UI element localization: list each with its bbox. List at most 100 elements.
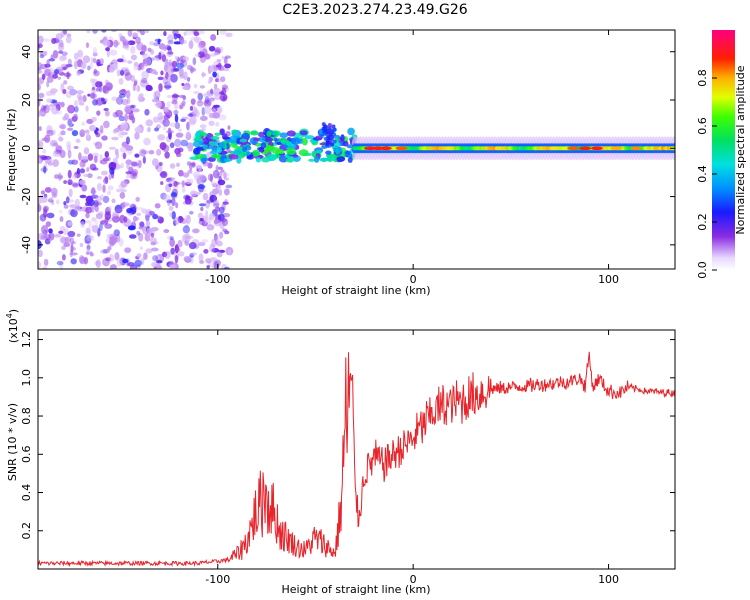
heatmap-cell [51,200,55,206]
heatmap-cell [39,54,45,59]
heatmap-cell [43,233,52,240]
heatmap-cell [38,43,43,48]
heatmap-cell [204,105,212,115]
heatmap-cell [157,215,161,220]
heatmap-cell [152,213,159,220]
heatmap-cell [76,233,81,237]
heatmap-cell [60,101,65,108]
heatmap-cell [164,85,172,89]
heatmap-cell [135,216,140,221]
heatmap-cell [155,57,160,62]
heatmap-cell [156,259,163,264]
heatmap-cell [51,129,56,136]
heatmap-cell [217,78,223,83]
heatmap-cell [125,136,131,145]
heatmap-cell [91,217,97,222]
heatmap-cell [286,130,296,137]
heatmap-cell [178,169,184,177]
heatmap-cell [175,162,180,168]
heatmap-cell [151,158,159,167]
heatmap-cell [159,172,167,177]
heatmap-x-tick-label: 100 [598,273,619,286]
heatmap-cell [52,73,58,79]
heatmap-cell [140,77,148,84]
heatmap-cell [48,228,53,234]
heatmap-cell [127,60,133,64]
heatmap-cell [258,146,265,153]
heatmap-cell [170,73,178,83]
heatmap-cell [211,154,221,159]
heatmap-cell [224,63,232,69]
heatmap-cell [197,42,202,49]
heatmap-cell [299,130,308,136]
heatmap-cell [85,42,89,49]
heatmap-cell [218,114,227,121]
heatmap-cell [163,194,171,202]
heatmap-cell [60,30,65,38]
heatmap-cell [71,182,79,187]
heatmap-cell [198,203,206,207]
heatmap-cell [257,131,265,138]
heatmap-cell [208,97,216,101]
heatmap-cell [122,152,127,160]
heatmap-cell [183,31,187,36]
heatmap-cell [48,234,52,242]
heatmap-cell [395,146,408,151]
heatmap-cell [199,124,207,129]
heatmap-cell [38,157,42,164]
heatmap-cell [56,260,64,266]
heatmap-cell [120,162,125,169]
heatmap-cell [43,206,48,213]
heatmap-cell [160,181,164,186]
heatmap-cell [87,93,91,97]
heatmap-cell [182,172,190,178]
heatmap-cell [124,72,132,81]
heatmap-cell [154,127,160,132]
heatmap-cell [173,180,178,187]
heatmap-cell [182,225,190,234]
heatmap-cell [124,113,128,122]
heatmap-cell [195,136,201,141]
heatmap-cell [149,237,157,243]
heatmap-cell [93,68,98,75]
heatmap-cell [67,127,74,132]
heatmap-cell [213,219,219,225]
heatmap-cell [164,151,170,159]
colorbar-label: Normalized spectral amplitude [734,65,747,234]
heatmap-cell [186,64,193,71]
heatmap-cell [141,70,150,80]
snr-series-line [38,351,675,568]
heatmap-cell [147,47,152,52]
heatmap-cell [150,227,159,232]
heatmap-cell [219,76,226,83]
heatmap-cell [46,125,53,134]
heatmap-cell [232,149,242,155]
heatmap-cell [215,206,221,212]
heatmap-cell [227,249,232,255]
heatmap-cell [242,147,248,153]
heatmap-cell [112,157,118,164]
heatmap-cell [208,212,215,221]
heatmap-cell [74,106,79,113]
heatmap-cell [219,95,223,101]
heatmap-cell [52,159,59,168]
heatmap-cell [347,127,355,136]
heatmap-cell [66,64,73,68]
heatmap-cell [184,214,191,220]
heatmap-cell [178,67,184,77]
heatmap-cell [40,225,49,234]
heatmap-cell [55,145,63,153]
heatmap-y-tick-label: -20 [20,188,33,206]
heatmap-cell [144,108,150,116]
heatmap-cell [52,150,57,157]
heatmap-cell [187,169,193,174]
heatmap-cell [330,142,335,147]
heatmap-cell [80,62,87,70]
heatmap-cell [58,50,64,54]
snr-y-tick-label: 1.0 [20,369,33,387]
heatmap-cell [89,92,96,99]
snr-plot-area [38,330,675,569]
heatmap-cell [203,248,209,254]
heatmap-cell [168,47,173,55]
heatmap-cell [188,119,197,126]
